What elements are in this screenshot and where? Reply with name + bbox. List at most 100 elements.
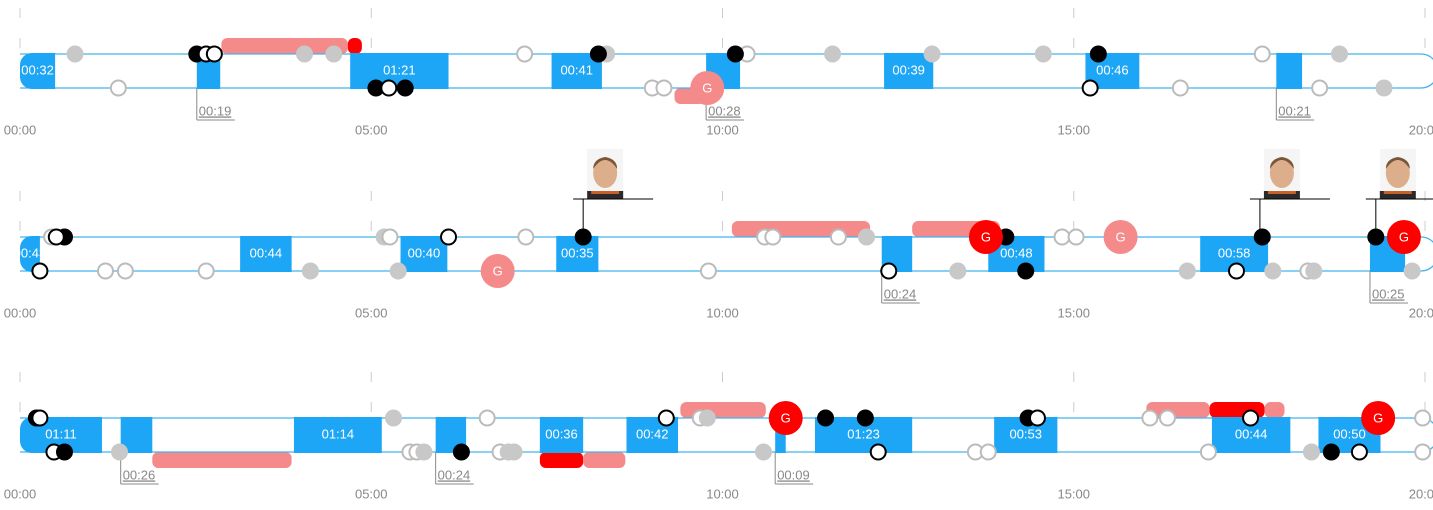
event-dot xyxy=(1311,79,1329,97)
event-dot xyxy=(109,79,127,97)
penalty-bar xyxy=(731,221,871,237)
event-dot xyxy=(817,409,835,427)
event-dot xyxy=(1017,262,1035,280)
period: 00:00 05:00 10:00 15:00 20:00 00:32 00:19 01:21… xyxy=(4,8,1433,137)
shift-label: 00:35 xyxy=(561,245,594,260)
event-dot xyxy=(1141,409,1159,427)
axis-label: 20:00 xyxy=(1409,486,1433,501)
axis-label: 00:00 xyxy=(4,486,37,501)
photo-shirt xyxy=(587,191,624,199)
shift-label: 00:39 xyxy=(892,62,925,77)
goal-marker xyxy=(1103,220,1138,254)
event-dot xyxy=(1089,45,1107,63)
shift-label: 00:43 xyxy=(14,245,47,260)
penalty-bar xyxy=(1264,402,1285,418)
callout-label: 00:25 xyxy=(1372,286,1405,301)
shift-label: 00:32 xyxy=(21,62,54,77)
axis-label: 05:00 xyxy=(355,122,388,137)
event-dot xyxy=(384,409,402,427)
callout-label: 00:26 xyxy=(123,467,156,482)
event-dot xyxy=(1028,409,1046,427)
callout-label: 00:21 xyxy=(1278,103,1311,118)
event-dot xyxy=(1322,443,1340,461)
event-dot xyxy=(325,45,343,63)
shift-block xyxy=(20,236,40,272)
shift-label: 00:50 xyxy=(1333,426,1366,441)
event-dot xyxy=(440,228,458,246)
shift-block xyxy=(1276,53,1303,89)
event-dot xyxy=(66,45,84,63)
penalty-bar xyxy=(347,38,362,54)
event-dot xyxy=(869,443,887,461)
event-dot xyxy=(452,443,470,461)
penalty-bar xyxy=(539,452,584,468)
goal-marker xyxy=(1361,401,1396,435)
event-dot xyxy=(31,262,49,280)
goal-label: G xyxy=(493,263,503,278)
axis-label: 00:00 xyxy=(4,122,37,137)
goal-label: G xyxy=(781,410,791,425)
axis-label: 20:00 xyxy=(1409,305,1433,320)
callout-label: 00:19 xyxy=(199,103,232,118)
goal-marker xyxy=(1386,220,1421,254)
event-dot xyxy=(478,409,496,427)
event-dot xyxy=(657,409,675,427)
axis-label: 05:00 xyxy=(355,486,388,501)
event-dot xyxy=(880,262,898,280)
photo-collar xyxy=(1383,191,1412,194)
event-dot xyxy=(396,79,414,97)
event-dot xyxy=(698,409,716,427)
shift-label: 00:53 xyxy=(1009,426,1042,441)
event-dot xyxy=(764,228,782,246)
shift-block xyxy=(240,236,292,272)
event-dot xyxy=(296,45,314,63)
goal-label: G xyxy=(1116,229,1126,244)
shift-block xyxy=(293,417,382,453)
track-line xyxy=(20,53,1433,89)
goal-marker xyxy=(690,71,725,105)
goal-marker xyxy=(968,220,1003,254)
goal-label: G xyxy=(981,229,991,244)
shift-label: 00:58 xyxy=(1218,245,1251,260)
event-dot xyxy=(47,228,65,246)
axis-label: 05:00 xyxy=(355,305,388,320)
event-dot xyxy=(574,228,592,246)
shift-block xyxy=(539,417,584,453)
event-dot xyxy=(1375,79,1393,97)
event-dot xyxy=(949,262,967,280)
event-dot xyxy=(1053,228,1071,246)
event-dot xyxy=(655,79,673,97)
event-dot xyxy=(1331,45,1349,63)
axis-label: 10:00 xyxy=(706,305,739,320)
shift-label: 00:48 xyxy=(1000,245,1033,260)
photo-collar xyxy=(1267,191,1296,194)
event-dot xyxy=(1081,79,1099,97)
axis-label: 10:00 xyxy=(706,486,739,501)
event-dot xyxy=(1350,443,1368,461)
event-dot xyxy=(516,45,534,63)
photo-shirt xyxy=(1263,191,1300,199)
event-dot xyxy=(856,409,874,427)
penalty-bar xyxy=(152,452,292,468)
callout-label: 00:28 xyxy=(708,103,741,118)
event-dot xyxy=(381,228,399,246)
event-dot xyxy=(1414,409,1432,427)
event-dot xyxy=(415,443,433,461)
shift-label: 00:42 xyxy=(636,426,669,441)
player-photo xyxy=(587,149,624,199)
event-dot xyxy=(1264,262,1282,280)
event-dot xyxy=(380,79,398,97)
photo-collar xyxy=(591,191,620,194)
event-dot xyxy=(1253,45,1271,63)
event-dot xyxy=(1302,443,1320,461)
goal-label: G xyxy=(1373,410,1383,425)
shift-label: 00:40 xyxy=(408,245,441,260)
event-dot xyxy=(754,443,772,461)
photo-face xyxy=(1269,158,1294,188)
event-dot xyxy=(111,443,129,461)
event-dot xyxy=(979,443,997,461)
player-photo xyxy=(1263,149,1300,199)
photo-hair xyxy=(1269,157,1294,169)
